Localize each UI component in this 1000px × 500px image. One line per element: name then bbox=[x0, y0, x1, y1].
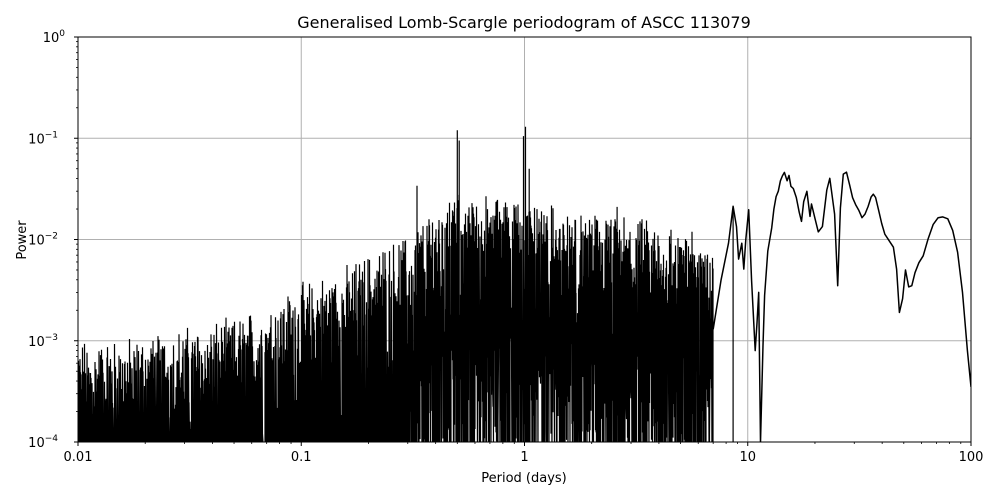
smooth-periodogram-curve bbox=[712, 171, 971, 442]
x-tick-label: 1 bbox=[520, 450, 528, 465]
x-tick-label: 0.01 bbox=[64, 450, 93, 465]
x-tick-label: 100 bbox=[959, 450, 984, 465]
y-axis-label: Power bbox=[15, 220, 30, 260]
x-axis-ticks: 0.01 0.1 1 10 100 bbox=[64, 442, 984, 465]
chart-title: Generalised Lomb-Scargle periodogram of … bbox=[297, 13, 751, 32]
x-tick-label: 10 bbox=[739, 450, 756, 465]
plot-area bbox=[78, 126, 971, 442]
x-tick-label: 0.1 bbox=[291, 450, 312, 465]
x-axis-label: Period (days) bbox=[481, 471, 567, 486]
noisy-periodogram-lines bbox=[78, 126, 734, 442]
noise-spikes bbox=[78, 126, 734, 442]
